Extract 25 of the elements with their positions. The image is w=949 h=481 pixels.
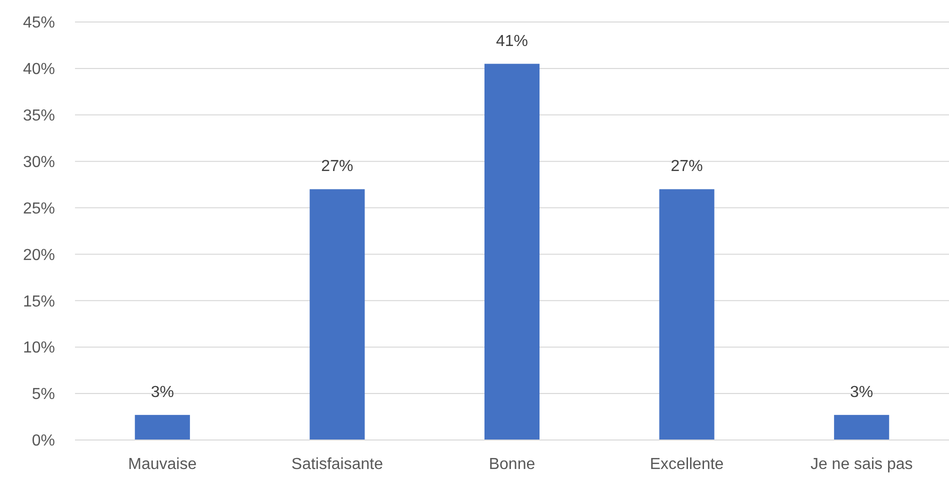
bar bbox=[834, 414, 890, 440]
bar bbox=[134, 414, 190, 440]
x-tick-label: Mauvaise bbox=[128, 456, 197, 473]
bar bbox=[484, 64, 540, 440]
bar bbox=[310, 189, 365, 440]
y-tick-label: 15% bbox=[22, 293, 55, 310]
y-tick-label: 35% bbox=[22, 107, 55, 124]
x-tick-label: Satisfaisante bbox=[291, 456, 384, 473]
y-tick-label: 5% bbox=[32, 386, 55, 404]
data-label: 3% bbox=[150, 384, 174, 401]
y-tick-label: 45% bbox=[22, 14, 55, 32]
y-tick-label: 30% bbox=[22, 154, 55, 171]
x-tick-label: Excellente bbox=[650, 456, 724, 473]
data-label: 27% bbox=[670, 158, 703, 176]
data-label: 27% bbox=[321, 158, 354, 176]
y-tick-label: 40% bbox=[22, 61, 55, 78]
x-tick-label: Bonne bbox=[488, 456, 536, 473]
x-tick-label: Je ne sais pas bbox=[810, 456, 913, 473]
y-tick-label: 25% bbox=[22, 200, 55, 218]
data-label: 3% bbox=[850, 384, 874, 401]
y-tick-label: 20% bbox=[22, 246, 55, 264]
data-label: 41% bbox=[496, 32, 528, 50]
y-tick-label: 0% bbox=[32, 432, 55, 450]
y-tick-label: 10% bbox=[22, 340, 55, 357]
bar bbox=[659, 189, 714, 440]
